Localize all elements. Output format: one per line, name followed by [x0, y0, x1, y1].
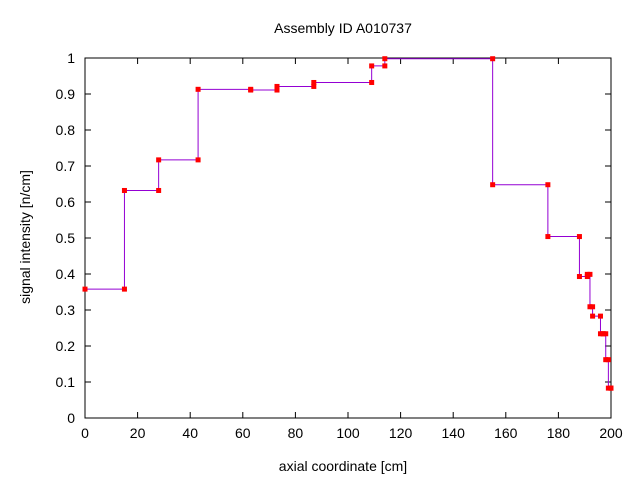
x-tick-label: 40 — [182, 425, 198, 441]
data-point — [274, 87, 280, 93]
data-point — [545, 182, 551, 188]
data-point — [603, 331, 609, 337]
x-tick-label: 80 — [288, 425, 304, 441]
data-point — [576, 274, 582, 280]
data-point — [121, 187, 127, 193]
data-point — [584, 274, 590, 280]
y-tick-label: 1 — [67, 50, 75, 66]
data-point — [605, 357, 611, 363]
data-point — [311, 79, 317, 85]
data-point — [490, 182, 496, 188]
data-point — [311, 83, 317, 89]
data-point — [195, 86, 201, 92]
x-tick-label: 120 — [389, 425, 413, 441]
y-tick-label: 0.3 — [56, 302, 76, 318]
y-axis-label: signal intensity [n/cm] — [17, 170, 33, 304]
plot-area: 0 20 40 60 80 100 120 140 160 180 200 0 0.1 0.2 0.3 0.4… — [56, 50, 623, 441]
data-point — [545, 234, 551, 240]
x-tick-label: 180 — [547, 425, 571, 441]
y-tick-label: 0.5 — [56, 230, 76, 246]
x-tick-label: 100 — [336, 425, 360, 441]
data-point — [608, 385, 614, 391]
x-tick-label: 160 — [494, 425, 518, 441]
data-point — [369, 79, 375, 85]
data-point — [587, 304, 593, 310]
data-point — [248, 86, 254, 92]
data-point — [605, 385, 611, 391]
data-point — [156, 187, 162, 193]
data-point — [590, 313, 596, 319]
data-point — [587, 271, 593, 277]
data-point — [490, 56, 496, 62]
x-tick-label: 200 — [599, 425, 623, 441]
chart-title: Assembly ID A010737 — [274, 20, 412, 36]
y-tick-label: 0.4 — [56, 266, 76, 282]
series-line — [85, 58, 611, 389]
data-point — [382, 63, 388, 69]
y-tick-label: 0.9 — [56, 86, 76, 102]
x-tick-label: 20 — [130, 425, 146, 441]
data-point — [121, 286, 127, 292]
data-point — [369, 63, 375, 69]
data-point — [82, 286, 88, 292]
data-point — [195, 157, 201, 163]
data-point — [597, 313, 603, 319]
data-point — [597, 331, 603, 337]
data-point — [382, 56, 388, 62]
data-point — [576, 234, 582, 240]
y-tick-label: 0.2 — [56, 338, 76, 354]
data-point — [156, 157, 162, 163]
plot-frame — [84, 57, 612, 419]
data-point — [603, 357, 609, 363]
y-tick-label: 0.8 — [56, 122, 76, 138]
x-tick-label: 0 — [81, 425, 89, 441]
data-point — [274, 83, 280, 89]
x-axis-label: axial coordinate [cm] — [279, 458, 407, 474]
y-tick-label: 0.1 — [56, 374, 76, 390]
y-tick-label: 0.6 — [56, 194, 76, 210]
x-tick-label: 140 — [442, 425, 466, 441]
x-tick-label: 60 — [235, 425, 251, 441]
y-tick-label: 0 — [67, 410, 75, 426]
y-tick-label: 0.7 — [56, 158, 76, 174]
data-point — [600, 331, 606, 337]
data-point — [590, 304, 596, 310]
